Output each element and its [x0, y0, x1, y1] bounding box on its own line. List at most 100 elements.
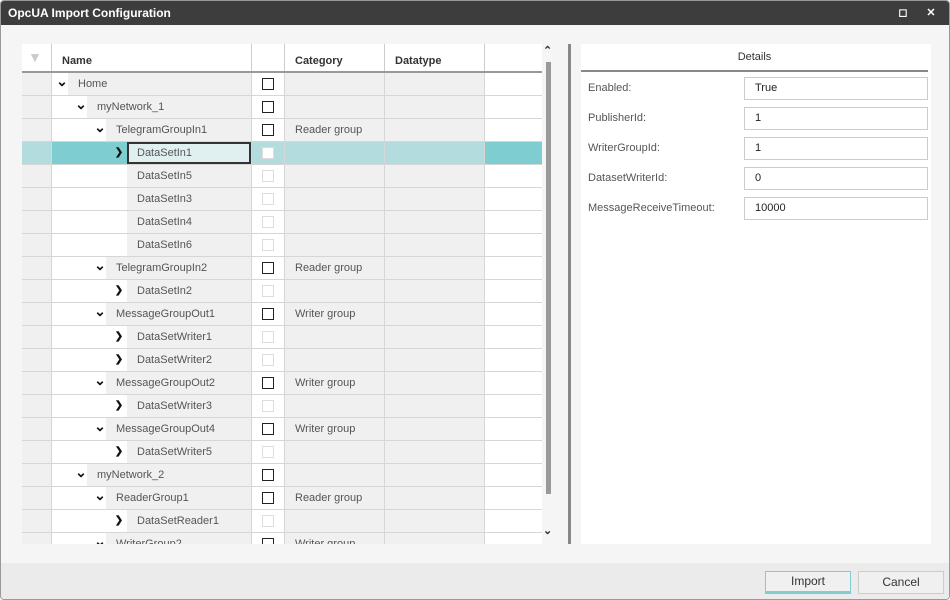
node-checkbox	[262, 400, 274, 412]
name-cell[interactable]: ⌄ WriterGroup2	[51, 533, 251, 544]
chevron-right-icon[interactable]: ❯	[114, 331, 124, 342]
tree-row[interactable]: DataSetIn3	[22, 188, 542, 211]
node-checkbox[interactable]	[262, 124, 274, 136]
name-cell[interactable]: DataSetIn3	[51, 188, 251, 210]
tree-row[interactable]: ❯ DataSetWriter1	[22, 326, 542, 349]
tree-row[interactable]: DataSetIn6	[22, 234, 542, 257]
tree-row[interactable]: ❯ DataSetWriter2	[22, 349, 542, 372]
chevron-down-icon[interactable]: ⌄	[75, 96, 87, 112]
name-cell[interactable]: ⌄ myNetwork_2	[51, 464, 251, 486]
row-gutter	[22, 395, 51, 417]
tree-row[interactable]: ⌄ TelegramGroupIn1 Reader group	[22, 119, 542, 142]
column-header-check[interactable]	[251, 44, 284, 71]
maximize-icon[interactable]: ◻	[898, 7, 908, 19]
name-cell[interactable]: ⌄ MessageGroupOut2	[51, 372, 251, 394]
tree-row[interactable]: DataSetIn5	[22, 165, 542, 188]
name-cell[interactable]: DataSetIn6	[51, 234, 251, 256]
tree-row[interactable]: ❯ DataSetIn2	[22, 280, 542, 303]
tree-row[interactable]: ⌄ myNetwork_2	[22, 464, 542, 487]
name-cell[interactable]: ❯ DataSetIn2	[51, 280, 251, 302]
chevron-down-icon[interactable]: ⌄	[94, 487, 106, 503]
name-cell[interactable]: ⌄ TelegramGroupIn2	[51, 257, 251, 279]
chevron-down-icon[interactable]: ⌄	[56, 73, 68, 89]
panel-splitter[interactable]	[568, 44, 571, 544]
tree-row[interactable]: ⌄ ReaderGroup1 Reader group	[22, 487, 542, 510]
name-cell[interactable]: ❯ DataSetWriter3	[51, 395, 251, 417]
details-title: Details	[581, 44, 928, 72]
tree-row[interactable]: ❯ DataSetWriter5	[22, 441, 542, 464]
datatype-cell	[384, 372, 484, 394]
chevron-down-icon[interactable]: ⌄	[94, 418, 106, 434]
chevron-down-icon[interactable]: ⌄	[94, 372, 106, 388]
cancel-button[interactable]: Cancel	[858, 571, 944, 594]
filter-icon[interactable]: ▼	[28, 49, 42, 65]
scroll-down-icon[interactable]: ⌄	[543, 525, 553, 537]
chevron-down-icon[interactable]: ⌄	[75, 464, 87, 480]
name-cell[interactable]: DataSetIn4	[51, 211, 251, 233]
node-label: TelegramGroupIn2	[106, 257, 251, 279]
chevron-right-icon[interactable]: ❯	[114, 400, 124, 411]
chevron-right-icon[interactable]: ❯	[114, 285, 124, 296]
name-cell[interactable]: ⌄ ReaderGroup1	[51, 487, 251, 509]
field-input[interactable]: True	[744, 77, 928, 100]
name-cell[interactable]: ⌄ MessageGroupOut1	[51, 303, 251, 325]
name-cell[interactable]: ⌄ Home	[51, 73, 251, 95]
name-cell[interactable]: ❯ DataSetWriter5	[51, 441, 251, 463]
name-cell[interactable]: ❯ DataSetWriter1	[51, 326, 251, 348]
tree-row[interactable]: ⌄ WriterGroup2 Writer group	[22, 533, 542, 544]
extra-cell	[484, 234, 542, 256]
chevron-right-icon[interactable]: ❯	[114, 515, 124, 526]
chevron-down-icon[interactable]: ⌄	[94, 303, 106, 319]
name-cell[interactable]: ❯ DataSetWriter2	[51, 349, 251, 371]
import-button[interactable]: Import	[765, 571, 851, 594]
vertical-scrollbar[interactable]: ⌃ ⌄	[542, 44, 558, 544]
field-input[interactable]: 1	[744, 137, 928, 160]
scrollbar-thumb[interactable]	[546, 62, 551, 494]
tree-row[interactable]: ⌄ MessageGroupOut1 Writer group	[22, 303, 542, 326]
node-checkbox[interactable]	[262, 78, 274, 90]
tree-row[interactable]: ❯ DataSetReader1	[22, 510, 542, 533]
name-cell[interactable]: ⌄ myNetwork_1	[51, 96, 251, 118]
tree-row[interactable]: ⌄ myNetwork_1	[22, 96, 542, 119]
tree-row[interactable]: ❯ DataSetIn1	[22, 142, 542, 165]
tree-row[interactable]: DataSetIn4	[22, 211, 542, 234]
name-cell[interactable]: DataSetIn5	[51, 165, 251, 187]
node-checkbox[interactable]	[262, 262, 274, 274]
chevron-right-icon[interactable]: ❯	[114, 147, 124, 158]
node-label: MessageGroupOut1	[106, 303, 251, 325]
field-input[interactable]: 10000	[744, 197, 928, 220]
checkbox-cell	[251, 510, 284, 532]
chevron-down-icon[interactable]: ⌄	[94, 257, 106, 273]
close-icon[interactable]: ✕	[926, 7, 936, 19]
tree-row[interactable]: ⌄ MessageGroupOut4 Writer group	[22, 418, 542, 441]
tree-row[interactable]: ❯ DataSetWriter3	[22, 395, 542, 418]
column-header-category[interactable]: Category	[284, 44, 384, 71]
title-bar: OpcUA Import Configuration ◻ ✕	[1, 1, 949, 25]
column-header-datatype[interactable]: Datatype	[384, 44, 484, 71]
node-checkbox[interactable]	[262, 469, 274, 481]
name-cell[interactable]: ⌄ TelegramGroupIn1	[51, 119, 251, 141]
chevron-down-icon[interactable]: ⌄	[94, 533, 106, 544]
chevron-right-icon[interactable]: ❯	[114, 446, 124, 457]
name-cell[interactable]: ❯ DataSetReader1	[51, 510, 251, 532]
node-checkbox[interactable]	[262, 423, 274, 435]
tree-row[interactable]: ⌄ TelegramGroupIn2 Reader group	[22, 257, 542, 280]
scroll-up-icon[interactable]: ⌃	[543, 45, 553, 57]
node-label: DataSetReader1	[127, 510, 251, 532]
field-input[interactable]: 1	[744, 107, 928, 130]
checkbox-cell	[251, 234, 284, 256]
name-cell[interactable]: ⌄ MessageGroupOut4	[51, 418, 251, 440]
field-input[interactable]: 0	[744, 167, 928, 190]
node-checkbox[interactable]	[262, 308, 274, 320]
node-checkbox[interactable]	[262, 538, 274, 544]
name-cell[interactable]: ❯ DataSetIn1	[51, 142, 251, 164]
node-checkbox[interactable]	[262, 492, 274, 504]
chevron-right-icon[interactable]: ❯	[114, 354, 124, 365]
node-checkbox[interactable]	[262, 377, 274, 389]
node-checkbox[interactable]	[262, 101, 274, 113]
tree-row[interactable]: ⌄ Home	[22, 73, 542, 96]
checkbox-cell	[251, 211, 284, 233]
column-header-name[interactable]: Name	[51, 44, 251, 71]
chevron-down-icon[interactable]: ⌄	[94, 119, 106, 135]
tree-row[interactable]: ⌄ MessageGroupOut2 Writer group	[22, 372, 542, 395]
